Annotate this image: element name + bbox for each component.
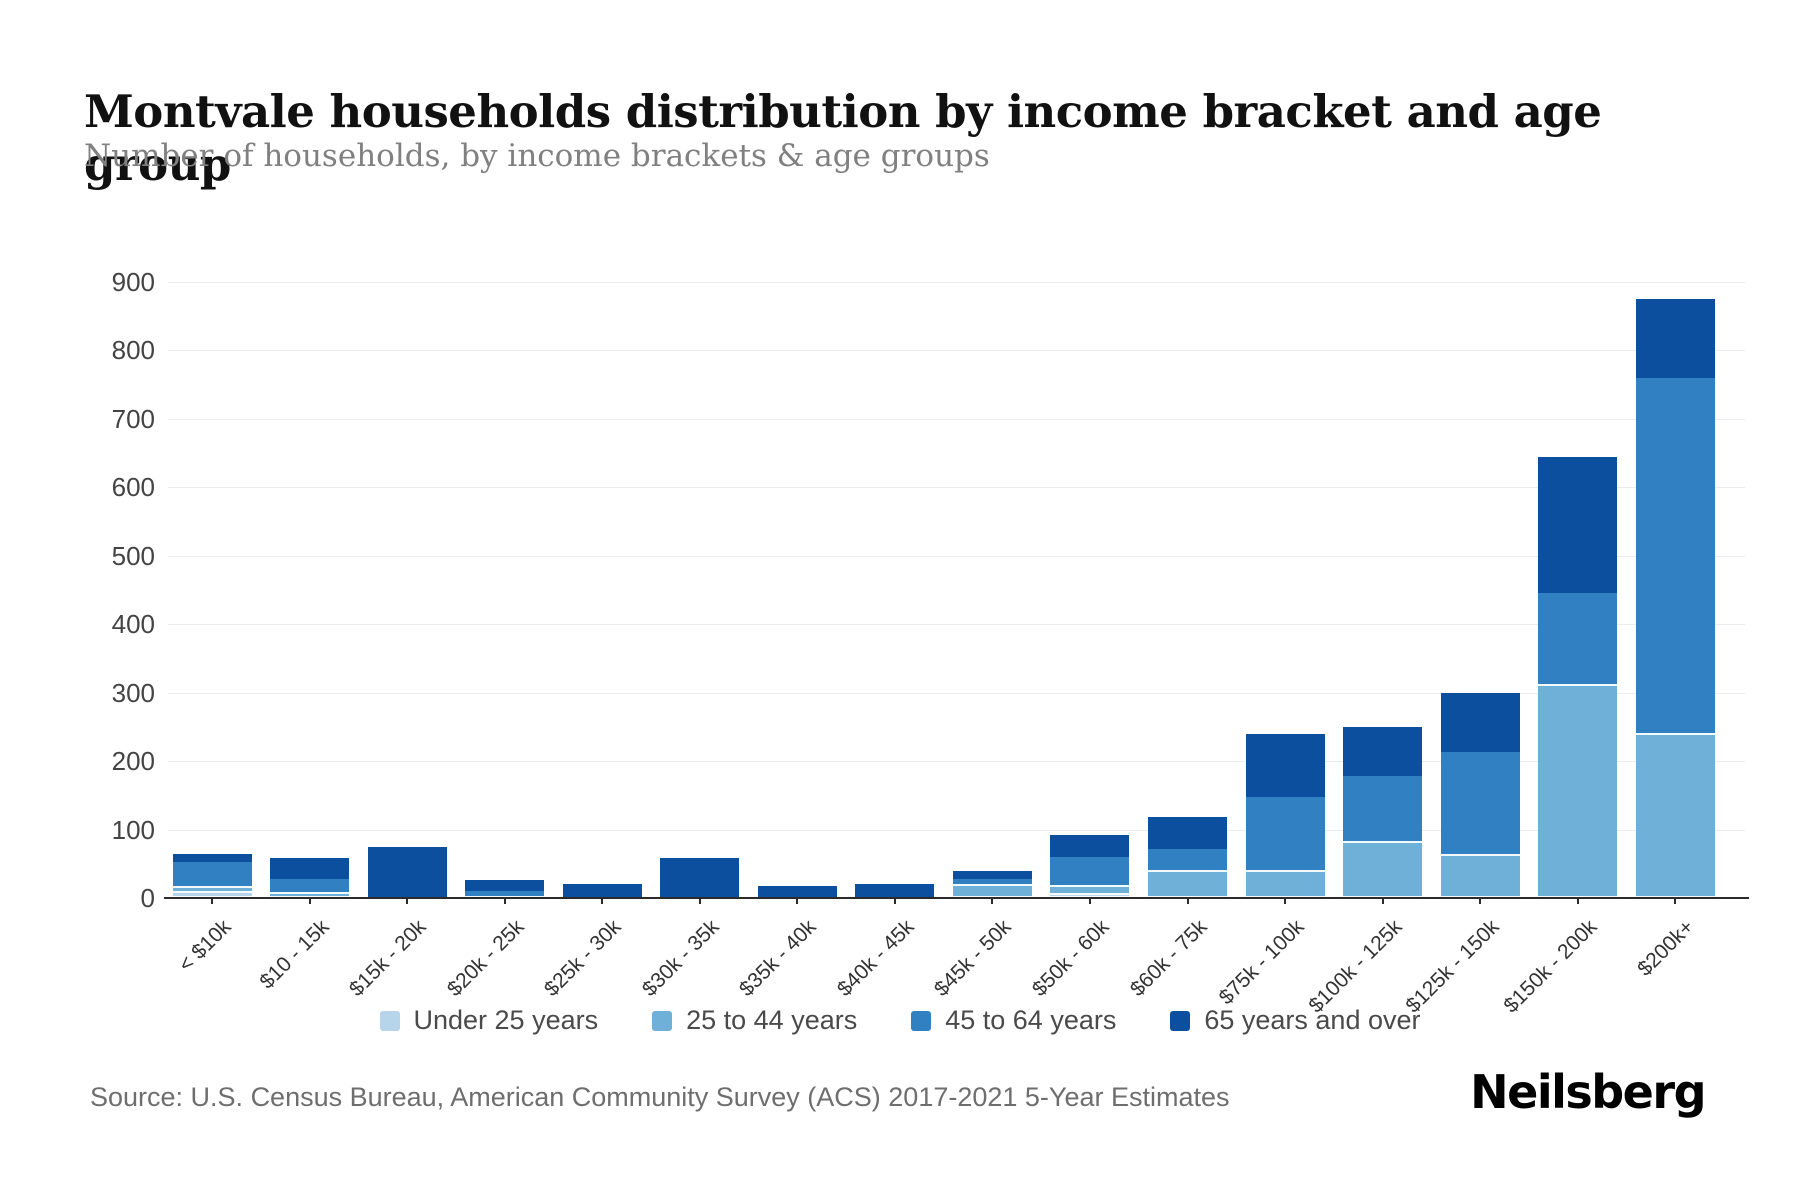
y-axis-tick-label: 500 (111, 540, 155, 571)
x-axis-tick (601, 898, 604, 904)
x-axis-tick (1479, 898, 1482, 904)
bar-segment-1[interactable] (172, 888, 252, 894)
legend-swatch-icon (1170, 1010, 1191, 1031)
bar-segment-1[interactable] (1343, 843, 1423, 898)
bar-segment-3[interactable] (465, 880, 545, 892)
bar-segment-2[interactable] (270, 878, 350, 894)
bar-segment-3[interactable] (855, 884, 935, 898)
x-axis-tick (308, 898, 311, 904)
y-axis-tick-label: 0 (140, 883, 155, 913)
bar-segment-1[interactable] (1635, 735, 1715, 898)
chart-legend: Under 25 years 25 to 44 years 45 to 64 yea… (0, 1005, 1800, 1036)
bar-segment-1[interactable] (1148, 871, 1227, 898)
bar-segment-1[interactable] (1440, 855, 1520, 898)
x-axis-tick (503, 898, 506, 904)
gridline (168, 282, 1745, 283)
bar-segment-0[interactable] (1050, 894, 1130, 898)
bar-segment-3[interactable] (1538, 456, 1618, 594)
bar-segment-3[interactable] (1050, 835, 1130, 857)
y-axis-tick-label: 200 (111, 746, 155, 777)
x-axis-tick (1088, 898, 1091, 904)
bar-segment-2[interactable] (1635, 377, 1715, 736)
gridline (168, 350, 1745, 352)
bar-segment-2[interactable] (1050, 856, 1130, 888)
bar-segment-1[interactable] (1538, 685, 1618, 898)
y-axis-tick-label: 900 (111, 267, 155, 297)
page-title: Montvale households distribution by inco… (84, 85, 1602, 192)
legend-label: 45 to 64 years (945, 1005, 1117, 1035)
bar-segment-3[interactable] (1148, 817, 1227, 849)
source-note: Source: U.S. Census Bureau, American Com… (90, 1082, 1230, 1112)
x-axis-tick (1381, 898, 1384, 904)
x-axis-tick (1284, 898, 1287, 904)
x-axis-tick (1576, 898, 1579, 904)
gridline (168, 555, 1745, 557)
y-axis-tick-label: 300 (111, 677, 155, 708)
gridline (168, 761, 1745, 763)
x-axis-tick (991, 898, 994, 904)
y-axis-tick-label: 700 (111, 403, 155, 434)
legend-item[interactable]: 65 years and over (1170, 1005, 1421, 1036)
gridline (168, 829, 1745, 831)
bar-segment-2[interactable] (1440, 751, 1520, 856)
gridline (168, 624, 1745, 626)
bar-segment-2[interactable] (1245, 797, 1325, 872)
legend-label: 25 to 44 years (686, 1005, 858, 1035)
page-subtitle: Number of households, by income brackets… (84, 138, 990, 174)
x-axis-tick (211, 898, 213, 904)
x-axis-tick (893, 898, 896, 904)
legend-label: 65 years and over (1204, 1005, 1421, 1035)
x-axis-tick (1186, 898, 1189, 904)
bar-segment-3[interactable] (660, 858, 740, 898)
legend-item[interactable]: 25 to 44 years (652, 1005, 857, 1036)
bar-segment-2[interactable] (952, 878, 1032, 886)
x-axis-tick (1674, 898, 1677, 904)
bar-segment-1[interactable] (270, 893, 350, 898)
bar-segment-1[interactable] (952, 885, 1032, 898)
bar-segment-3[interactable] (1440, 692, 1520, 752)
legend-swatch-icon (911, 1010, 932, 1031)
bar-segment-2[interactable] (1148, 848, 1227, 872)
y-axis-tick-label: 100 (111, 814, 155, 845)
bar-segment-3[interactable] (1343, 726, 1423, 777)
legend-label: Under 25 years (413, 1005, 599, 1035)
gridline (168, 692, 1745, 694)
legend-item[interactable]: 45 to 64 years (911, 1005, 1116, 1036)
y-axis-tick-label: 400 (111, 609, 155, 640)
x-axis-tick (406, 898, 409, 904)
brand-logo: Neilsberg (1470, 1065, 1706, 1119)
bar-segment-1[interactable] (1050, 887, 1130, 895)
bar-segment-3[interactable] (1245, 733, 1325, 798)
bar-segment-3[interactable] (562, 883, 642, 898)
legend-swatch-icon (652, 1010, 673, 1031)
y-axis-tick-label: 600 (111, 472, 155, 503)
bar-segment-1[interactable] (1245, 871, 1325, 898)
legend-swatch-icon (379, 1010, 400, 1031)
x-axis-line (164, 897, 1749, 899)
bar-segment-2[interactable] (1538, 593, 1618, 686)
bar-segment-3[interactable] (1635, 299, 1715, 378)
bar-segment-3[interactable] (952, 870, 1032, 879)
bar-segment-2[interactable] (172, 862, 252, 889)
gridline (168, 487, 1745, 489)
bar-segment-3[interactable] (172, 854, 252, 863)
x-axis-tick (796, 898, 799, 904)
bar-segment-3[interactable] (367, 846, 447, 898)
bar-segment-3[interactable] (757, 885, 837, 898)
x-axis-tick (698, 898, 701, 904)
bar-segment-2[interactable] (1343, 776, 1423, 844)
bar-segment-3[interactable] (270, 858, 350, 879)
gridline (168, 418, 1745, 420)
y-axis-tick-label: 800 (111, 335, 155, 366)
legend-item[interactable]: Under 25 years (379, 1005, 599, 1036)
